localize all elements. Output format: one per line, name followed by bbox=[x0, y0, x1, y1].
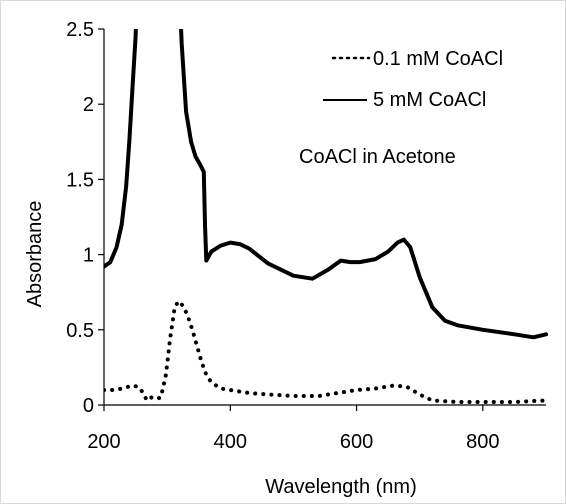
x-axis-title: Wavelength (nm) bbox=[265, 476, 417, 498]
x-tick-label: 600 bbox=[340, 431, 373, 453]
series-line-1 bbox=[104, 29, 548, 340]
legend: 0.1 mM CoACl 5 mM CoACl bbox=[323, 48, 503, 111]
y-tick-label: 1.5 bbox=[66, 169, 94, 191]
annotation-text: CoACl in Acetone bbox=[299, 146, 456, 168]
x-tick-label: 800 bbox=[466, 431, 499, 453]
y-ticks: 0 0.5 1 1.5 2 2.5 bbox=[66, 19, 104, 417]
x-ticks: 200 400 600 800 bbox=[87, 405, 500, 453]
x-tick-label: 400 bbox=[214, 431, 247, 453]
legend-label-0: 0.1 mM CoACl bbox=[373, 48, 503, 70]
y-tick-label: 0.5 bbox=[66, 320, 94, 342]
y-tick-label: 2 bbox=[83, 94, 94, 116]
axes bbox=[103, 29, 546, 406]
y-tick-label: 2.5 bbox=[66, 19, 94, 41]
series-layer bbox=[104, 29, 548, 404]
y-tick-label: 0 bbox=[83, 395, 94, 417]
x-tick-label: 200 bbox=[87, 431, 120, 453]
series-line-0 bbox=[104, 299, 548, 404]
legend-label-1: 5 mM CoACl bbox=[373, 89, 486, 111]
y-axis-title: Absorbance bbox=[24, 201, 46, 308]
y-tick-label: 1 bbox=[83, 245, 94, 267]
